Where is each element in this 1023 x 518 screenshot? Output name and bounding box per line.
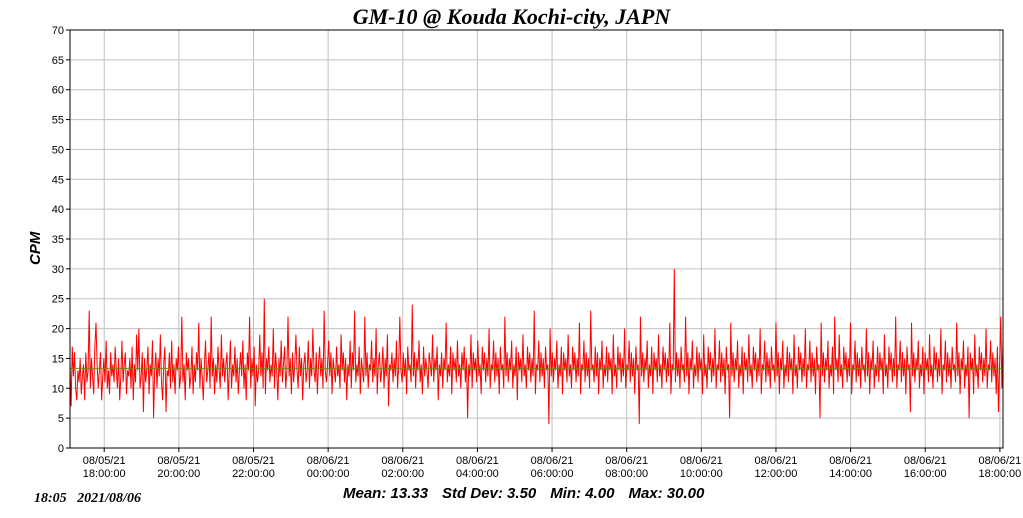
x-tick-time: 10:00:00 <box>680 468 723 480</box>
x-tick-date: 08/06/21 <box>531 455 574 467</box>
x-tick-time: 04:00:00 <box>456 468 499 480</box>
y-tick-label: 40 <box>52 204 64 216</box>
y-tick-label: 0 <box>58 443 64 455</box>
y-tick-label: 50 <box>52 144 64 156</box>
chart-title: GM-10 @ Kouda Kochi-city, JAPN <box>352 4 671 29</box>
cpm-series-line <box>69 268 1004 425</box>
y-tick-label: 15 <box>52 353 64 365</box>
x-tick-date: 08/06/21 <box>680 455 723 467</box>
x-tick-time: 18:00:00 <box>978 468 1021 480</box>
y-tick-label: 20 <box>52 324 64 336</box>
y-tick-label: 70 <box>52 25 64 37</box>
stat-max: Max: 30.00 <box>628 485 705 502</box>
x-tick-date: 08/06/21 <box>978 455 1021 467</box>
x-tick-date: 08/06/21 <box>904 455 947 467</box>
x-tick-time: 08:00:00 <box>605 468 648 480</box>
x-tick-time: 12:00:00 <box>755 468 798 480</box>
x-tick-time: 02:00:00 <box>381 468 424 480</box>
y-tick-label: 35 <box>52 234 64 246</box>
stat-mean: Mean: 13.33 <box>343 485 429 502</box>
y-tick-label: 45 <box>52 174 64 186</box>
x-tick-date: 08/06/21 <box>456 455 499 467</box>
y-tick-label: 30 <box>52 264 64 276</box>
x-tick-time: 14:00:00 <box>829 468 872 480</box>
x-tick-date: 08/06/21 <box>381 455 424 467</box>
stat-min: Min: 4.00 <box>550 485 615 502</box>
x-tick-time: 20:00:00 <box>157 468 200 480</box>
x-tick-date: 08/06/21 <box>605 455 648 467</box>
x-tick-date: 08/05/21 <box>83 455 126 467</box>
stats-footer: Mean: 13.33 Std Dev: 3.50 Min: 4.00 Max: 30… <box>343 485 718 502</box>
y-tick-label: 10 <box>52 383 64 395</box>
y-tick-label: 55 <box>52 115 64 127</box>
x-tick-time: 06:00:00 <box>531 468 574 480</box>
y-tick-label: 60 <box>52 85 64 97</box>
y-tick-label: 5 <box>58 413 64 425</box>
x-tick-time: 22:00:00 <box>232 468 275 480</box>
stat-std-dev: Std Dev: 3.50 <box>442 485 537 502</box>
y-tick-label: 25 <box>52 294 64 306</box>
x-tick-time: 00:00:00 <box>307 468 350 480</box>
x-tick-time: 16:00:00 <box>904 468 947 480</box>
x-tick-time: 18:00:00 <box>83 468 126 480</box>
x-tick-date: 08/05/21 <box>157 455 200 467</box>
plot-frame <box>69 29 1004 449</box>
x-tick-date: 08/05/21 <box>232 455 275 467</box>
chart-plot: 051015202530354045505560657008/05/2118:0… <box>52 25 1022 480</box>
x-tick-date: 08/06/21 <box>755 455 798 467</box>
x-tick-date: 08/06/21 <box>307 455 350 467</box>
x-tick-date: 08/06/21 <box>829 455 872 467</box>
timestamp: 18:05 2021/08/06 <box>34 491 141 506</box>
y-tick-label: 65 <box>52 55 64 67</box>
